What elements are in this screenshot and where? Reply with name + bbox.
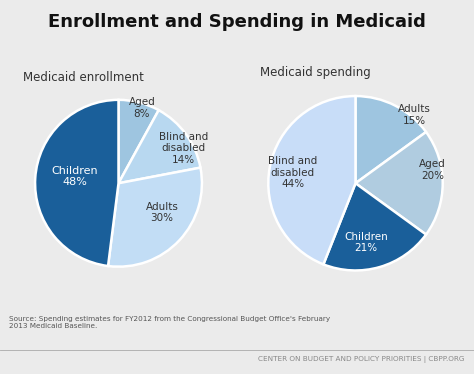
Wedge shape (323, 183, 426, 270)
Text: Children
21%: Children 21% (344, 232, 388, 253)
Text: Children
48%: Children 48% (52, 166, 99, 187)
Text: Aged
8%: Aged 8% (128, 97, 155, 119)
Wedge shape (108, 168, 202, 267)
Text: Aged
20%: Aged 20% (419, 159, 446, 181)
Wedge shape (356, 132, 443, 234)
Text: Medicaid spending: Medicaid spending (260, 65, 370, 79)
Wedge shape (118, 110, 201, 183)
Text: Blind and
disabled
14%: Blind and disabled 14% (159, 132, 208, 165)
Text: CENTER ON BUDGET AND POLICY PRIORITIES | CBPP.ORG: CENTER ON BUDGET AND POLICY PRIORITIES |… (258, 356, 465, 363)
Text: Medicaid enrollment: Medicaid enrollment (23, 71, 144, 84)
Text: Adults
15%: Adults 15% (398, 104, 431, 126)
Wedge shape (118, 100, 159, 183)
Text: Adults
30%: Adults 30% (146, 202, 178, 223)
Text: Enrollment and Spending in Medicaid: Enrollment and Spending in Medicaid (48, 13, 426, 31)
Wedge shape (356, 96, 426, 183)
Text: Source: Spending estimates for FY2012 from the Congressional Budget Office's Feb: Source: Spending estimates for FY2012 fr… (9, 316, 330, 329)
Wedge shape (35, 100, 118, 266)
Text: Blind and
disabled
44%: Blind and disabled 44% (268, 156, 317, 189)
Wedge shape (268, 96, 356, 264)
